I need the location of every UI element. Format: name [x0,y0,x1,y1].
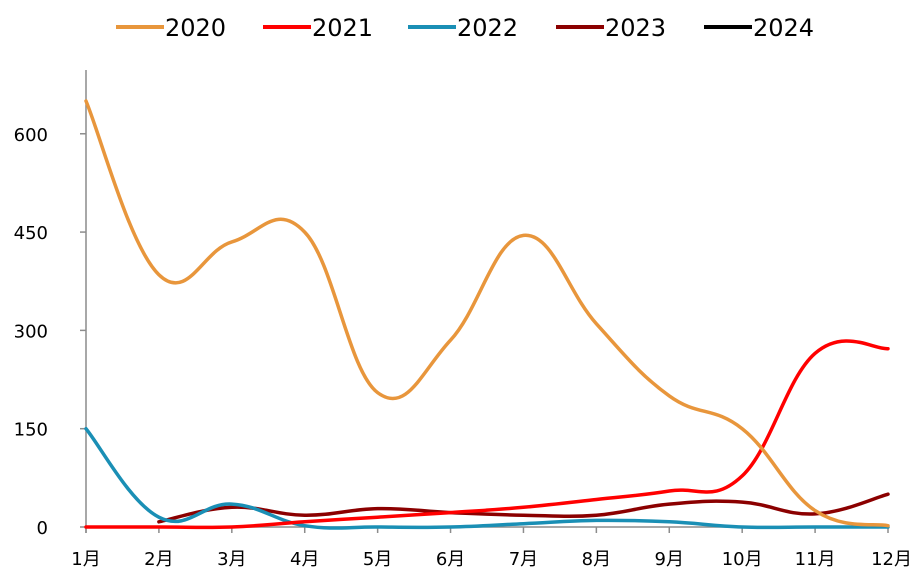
x-tick-label: 2月 [144,549,173,570]
y-tick-label: 150 [14,420,48,441]
legend-label-2021: 2021 [312,14,373,42]
series-line-2022 [84,426,890,530]
series-line-2020 [84,99,890,528]
x-tick-label: 3月 [217,549,246,570]
legend-label-2022: 2022 [457,14,518,42]
x-tick-label: 4月 [290,549,319,570]
legend-label-2024: 2024 [753,14,814,42]
x-tick-label: 7月 [509,549,538,570]
y-tick-label: 0 [37,518,48,539]
x-tick-label: 10月 [722,549,763,570]
x-tick-label: 12月 [871,549,912,570]
x-tick-label: 6月 [436,549,465,570]
axes: 0 150 300 450 600 1月 2月 3月 4月 5月 6月 7月 8月 9月 10月 11月 12月 [14,70,912,570]
y-tick-label: 450 [14,223,48,244]
x-tick-label: 8月 [582,549,611,570]
x-tick-label: 9月 [655,549,684,570]
y-tick-label: 300 [14,321,48,342]
series-line-2021 [84,339,890,530]
series-line-2023 [157,492,890,524]
x-tick-label: 5月 [363,549,392,570]
x-tick-label: 11月 [795,549,836,570]
series-lines [84,99,890,530]
y-tick-label: 600 [14,125,48,146]
legend-label-2023: 2023 [605,14,666,42]
x-tick-label: 1月 [71,549,100,570]
legend-label-2020: 2020 [165,14,226,42]
legend: 2020 2021 2022 2023 2024 [116,14,814,42]
